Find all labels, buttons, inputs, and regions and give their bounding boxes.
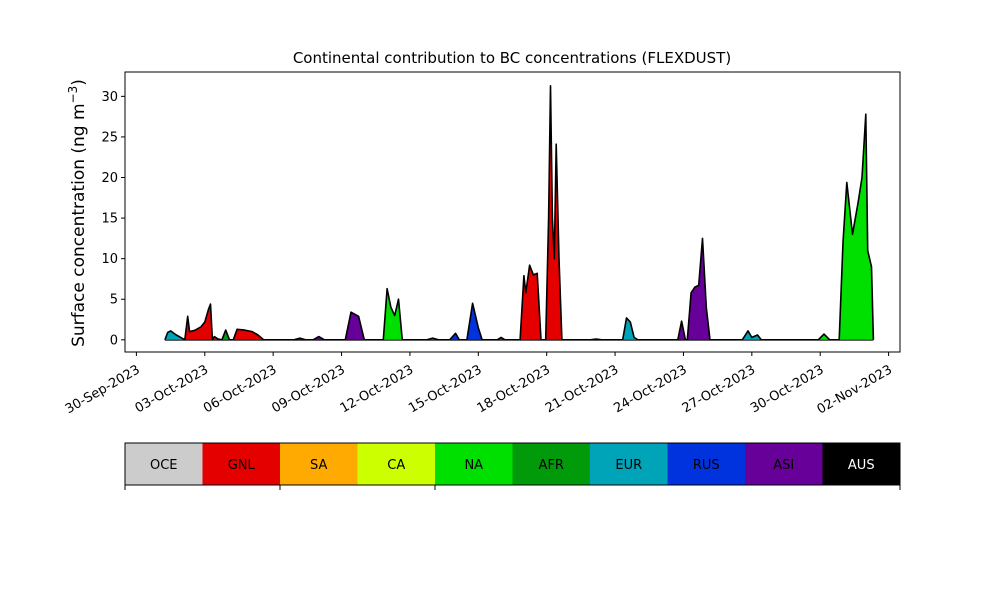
total-line-6: [293, 337, 306, 341]
y-axis-label: Surface concentration (ng m−3): [66, 79, 89, 347]
colorbar-label-sa: SA: [310, 458, 327, 473]
x-tick-label-11: 02-Nov-2023: [815, 362, 895, 417]
total-line-19: [686, 237, 711, 340]
total-line-17: [621, 317, 639, 341]
colorbar-swatch-na: [435, 443, 513, 485]
total-line-4: [221, 329, 231, 341]
y-axis: 0 5 10 15 20 25 30: [101, 90, 125, 348]
colorbar-label-rus: RUS: [693, 458, 720, 473]
colorbar-label-eur: EUR: [615, 458, 642, 473]
area-series-group: [164, 85, 875, 341]
colorbar-swatch-asi: [745, 443, 823, 485]
x-tick-label-7: 21-Oct-2023: [543, 362, 621, 416]
total-line-1: [164, 330, 186, 341]
area-episode-14: [520, 265, 541, 340]
colorbar-swatch-ca: [357, 443, 436, 485]
x-tick-label-3: 09-Oct-2023: [269, 362, 347, 416]
colorbar-label-asi: ASI: [773, 458, 794, 473]
total-line-11: [449, 332, 460, 341]
region-colorbar: OCE GNL SA CA NA AFR EUR RUS ASI AUS: [124, 442, 901, 490]
x-tick-label-6: 18-Oct-2023: [475, 362, 553, 416]
x-tick-label-0: 30-Sep-2023: [63, 362, 143, 417]
total-line-22: [838, 113, 875, 340]
colorbar-label-ca: CA: [387, 458, 405, 473]
area-episode-2: [184, 304, 213, 340]
colorbar-label-oce: OCE: [150, 458, 178, 473]
area-episode-17: [622, 317, 638, 340]
plot-area-frame: [124, 71, 901, 353]
y-axis-label-close: ): [69, 79, 89, 86]
chart-title: Continental contribution to BC concentra…: [293, 49, 731, 67]
colorbar-label-aus: AUS: [848, 458, 875, 473]
x-tick-label-4: 12-Oct-2023: [338, 362, 416, 416]
y-tick-label-0: 0: [110, 333, 118, 348]
total-line-14: [519, 264, 542, 340]
x-tick-label-2: 06-Oct-2023: [201, 362, 279, 416]
area-episode-12: [466, 303, 483, 340]
y-tick-label-5: 5: [110, 293, 118, 308]
y-tick-label-10: 10: [101, 252, 118, 267]
area-episode-5: [233, 329, 264, 340]
colorbar-label-afr: AFR: [539, 458, 564, 473]
area-episode-9: [383, 288, 403, 340]
total-line-18: [677, 320, 687, 340]
colorbar-swatch-oce: [125, 443, 203, 485]
total-line-20: [741, 330, 762, 341]
total-line-9: [382, 287, 404, 340]
y-tick-label-30: 30: [101, 90, 118, 105]
x-tick-label-8: 24-Oct-2023: [611, 362, 689, 416]
colorbar-swatch-rus: [667, 443, 746, 485]
colorbar-swatch-sa: [280, 443, 358, 485]
x-axis: 30-Sep-202303-Oct-202306-Oct-202309-Oct-…: [63, 352, 895, 417]
area-episode-19: [687, 238, 710, 340]
area-episode-4: [221, 330, 230, 340]
total-line-15: [544, 85, 563, 340]
x-tick-label-9: 27-Oct-2023: [680, 362, 758, 416]
area-episode-21: [818, 334, 830, 340]
total-line-7: [312, 335, 325, 341]
total-line-13: [496, 336, 506, 341]
x-tick-label-1: 03-Oct-2023: [133, 362, 211, 416]
total-line-10: [426, 337, 439, 341]
x-tick-label-5: 15-Oct-2023: [406, 362, 484, 416]
colorbar-swatch-eur: [590, 443, 668, 485]
total-line-21: [817, 333, 831, 341]
total-line-3: [211, 335, 223, 341]
y-tick-label-15: 15: [101, 212, 118, 227]
colorbar-label-na: NA: [464, 458, 483, 473]
total-line-16: [590, 338, 602, 341]
colorbar-swatch-aus: [822, 443, 901, 485]
colorbar-swatch-afr: [512, 443, 591, 485]
total-line-2: [184, 303, 214, 340]
y-tick-label-25: 25: [101, 130, 118, 145]
colorbar-label-gnl: GNL: [228, 458, 256, 473]
total-line-12: [466, 302, 483, 341]
colorbar-frame: [124, 442, 901, 486]
colorbar-swatch-gnl: [202, 443, 281, 485]
area-episode-18: [677, 321, 686, 340]
area-episode-22: [839, 114, 874, 340]
y-tick-label-20: 20: [101, 171, 118, 186]
y-axis-label-main: Surface concentration (ng m: [69, 103, 89, 346]
total-line-5: [232, 328, 265, 341]
total-line-8: [344, 311, 366, 340]
y-axis-label-exponent: −3: [66, 86, 80, 104]
x-tick-label-10: 30-Oct-2023: [748, 362, 826, 416]
